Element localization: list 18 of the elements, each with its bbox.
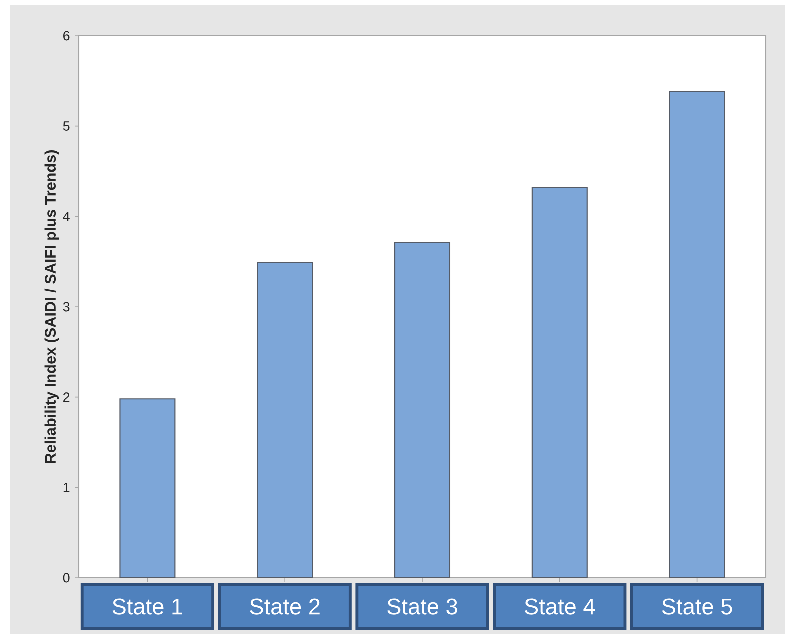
x-tick-label: State 2 [250,598,320,615]
x-tick-label: State 1 [112,598,182,615]
x-tick-label: State 5 [662,598,732,615]
y-tick-label: 0 [63,573,70,583]
bar [120,398,176,578]
x-tick-label: State 4 [525,598,596,615]
y-tick-label: 4 [63,212,70,222]
y-tick-label: 2 [64,392,70,402]
y-tick-label: 1 [64,483,70,492]
bar [669,91,726,578]
x-tick-label: State 3 [388,598,458,615]
y-axis-title: Reliability Index (SAIDI / SAIFI plus Trends) [44,150,60,464]
y-tick-label: 6 [64,31,70,41]
bar [394,242,451,578]
y-tick-label: 5 [63,122,70,131]
bar [532,187,588,578]
bar [257,262,314,578]
y-tick-label: 3 [63,302,70,312]
